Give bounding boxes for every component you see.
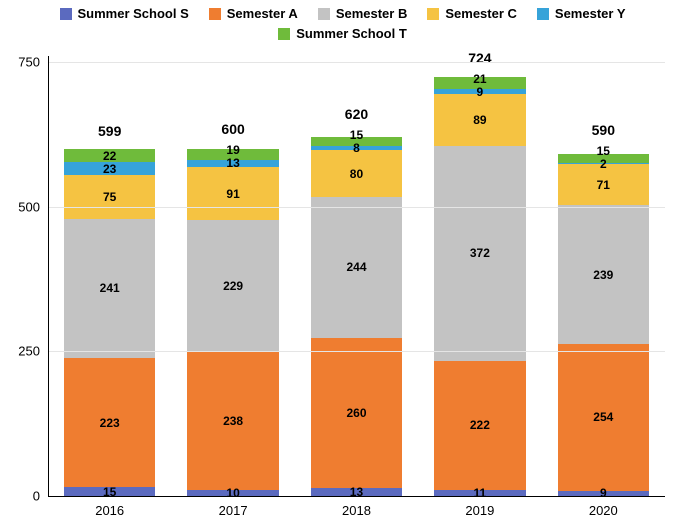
x-axis-tick: 2020 [589, 503, 618, 518]
bar-segment [434, 77, 525, 89]
bar-segment [311, 338, 402, 489]
bar-segment [187, 352, 278, 490]
legend-swatch [278, 28, 290, 40]
legend-item: Semester A [209, 6, 298, 22]
bar-segment [311, 488, 402, 496]
bar-segment [434, 146, 525, 361]
bar-segment [311, 197, 402, 338]
gridline [48, 62, 665, 63]
gridline [48, 207, 665, 208]
plot-area: 1522324175232259910238229911319600132602… [48, 56, 665, 496]
bar-total-label: 724 [468, 50, 491, 66]
legend-item: Summer School S [60, 6, 189, 22]
bar-segment [64, 219, 155, 359]
legend-label: Semester C [445, 6, 517, 22]
stacked-bar-chart: Summer School S Semester A Semester B Semes… [0, 0, 685, 526]
legend-item: Semester B [318, 6, 408, 22]
bar-segment [434, 94, 525, 146]
y-axis-line [48, 56, 49, 496]
bar-segment [64, 487, 155, 496]
bar-total-label: 620 [345, 106, 368, 122]
x-axis-tick: 2016 [95, 503, 124, 518]
legend-label: Semester A [227, 6, 298, 22]
bar-segment [311, 137, 402, 146]
x-axis-tick: 2019 [465, 503, 494, 518]
legend-item: Summer School T [278, 26, 407, 42]
bar-segment [64, 149, 155, 162]
legend-swatch [537, 8, 549, 20]
legend-swatch [209, 8, 221, 20]
y-axis-tick: 0 [10, 489, 40, 504]
bar-segment [64, 175, 155, 218]
bar-segment [558, 163, 649, 164]
y-axis-tick: 500 [10, 199, 40, 214]
legend-swatch [60, 8, 72, 20]
legend-label: Summer School T [296, 26, 407, 42]
bar-segment [187, 149, 278, 160]
legend-item: Semester C [427, 6, 517, 22]
bar-total-label: 600 [221, 121, 244, 137]
bar-segment [64, 358, 155, 487]
bar-segment [187, 160, 278, 168]
bar-segment [64, 162, 155, 175]
legend-item: Semester Y [537, 6, 626, 22]
legend-label: Summer School S [78, 6, 189, 22]
bar-segment [187, 167, 278, 220]
legend-label: Semester Y [555, 6, 626, 22]
y-axis-tick: 250 [10, 344, 40, 359]
bar-total-label: 590 [592, 122, 615, 138]
bar-total-label: 599 [98, 123, 121, 139]
bar-segment [187, 220, 278, 353]
x-axis-line [48, 496, 665, 497]
bar-segment [558, 164, 649, 205]
gridline [48, 351, 665, 352]
bar-segment [434, 361, 525, 490]
legend-label: Semester B [336, 6, 408, 22]
bar-segment [311, 150, 402, 196]
bars-area: 1522324175232259910238229911319600132602… [48, 56, 665, 496]
legend: Summer School S Semester A Semester B Semes… [0, 0, 685, 44]
bar-segment [558, 154, 649, 163]
y-axis-tick: 750 [10, 54, 40, 69]
legend-swatch [427, 8, 439, 20]
bar-segment [311, 146, 402, 151]
bar-segment [558, 344, 649, 491]
bar-segment [558, 205, 649, 343]
bar-segment [434, 89, 525, 94]
legend-swatch [318, 8, 330, 20]
x-axis-tick: 2018 [342, 503, 371, 518]
x-axis-tick: 2017 [219, 503, 248, 518]
